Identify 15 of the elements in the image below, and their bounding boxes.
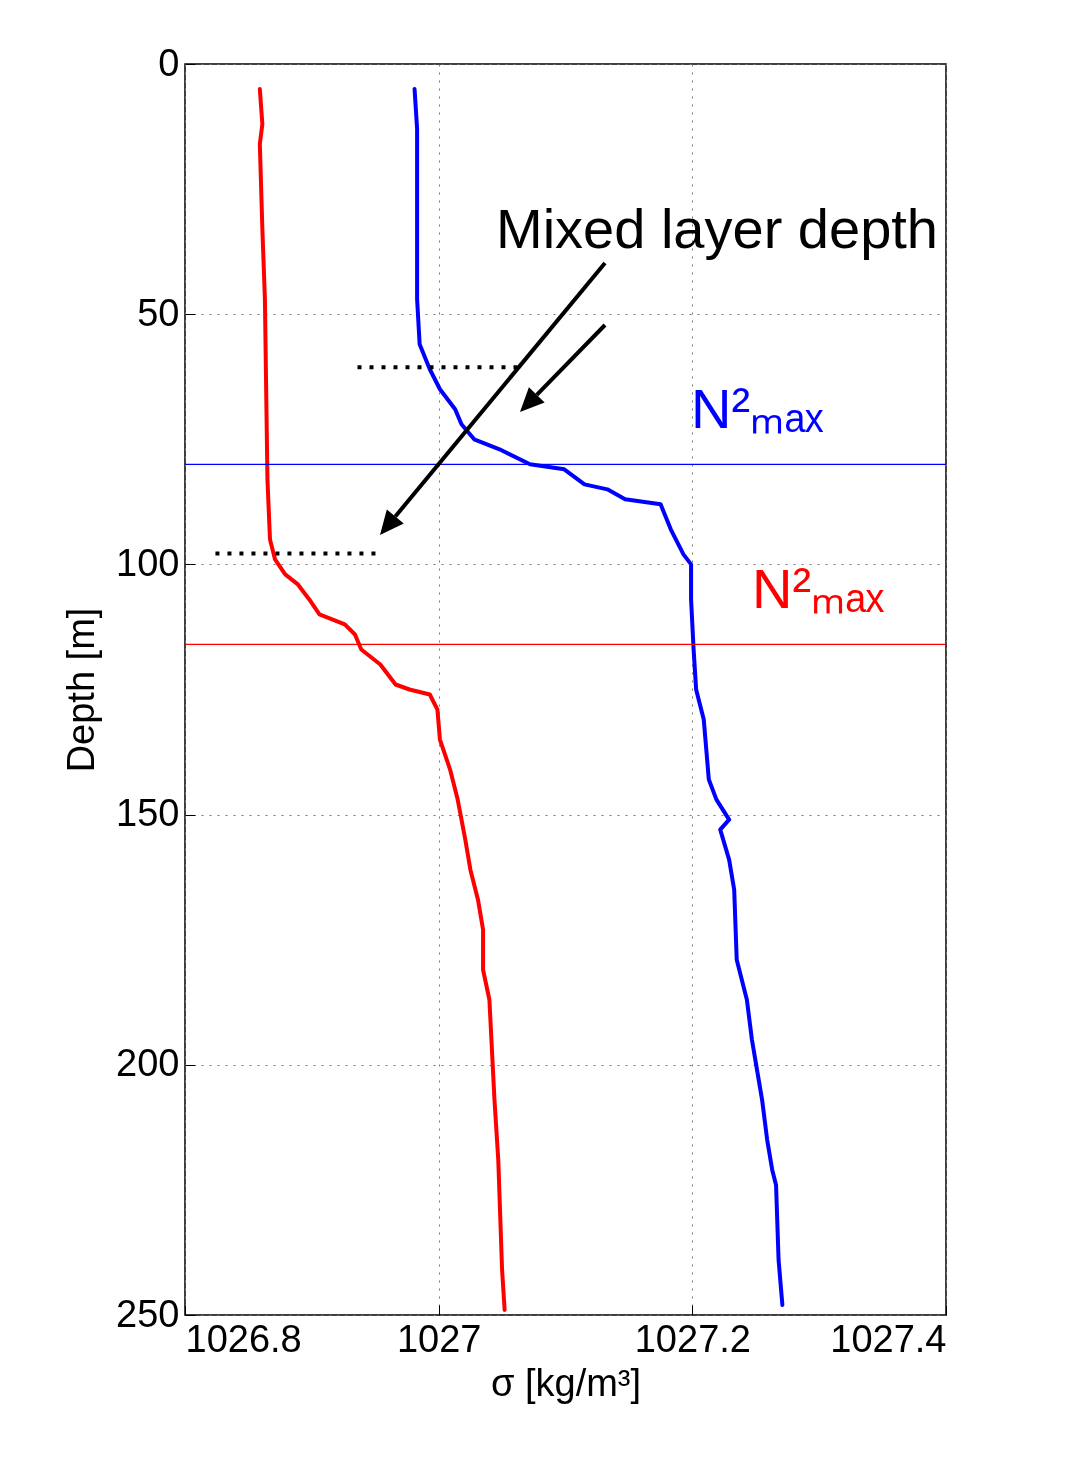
x-tick-label: 1026.8 xyxy=(185,1317,302,1360)
x-axis-title: σ [kg/m³] xyxy=(490,1361,642,1404)
x-tick-label: 1027.4 xyxy=(830,1317,947,1360)
x-tick-label: 1027.2 xyxy=(634,1317,751,1360)
ref-line-label: N²ₘₐₓ xyxy=(691,377,824,441)
y-tick-label: 200 xyxy=(116,1042,180,1085)
y-tick-label: 50 xyxy=(137,291,180,334)
ref-line-label: N²ₘₐₓ xyxy=(751,557,885,621)
annotation: Mixed layer depth xyxy=(495,197,938,260)
y-axis-title: Depth [m] xyxy=(60,607,103,773)
y-tick-label: 150 xyxy=(116,792,180,835)
y-tick-label: 0 xyxy=(158,41,180,84)
y-tick-label: 250 xyxy=(116,1292,180,1335)
x-tick-label: 1027 xyxy=(396,1317,482,1360)
y-tick-label: 100 xyxy=(116,541,180,584)
